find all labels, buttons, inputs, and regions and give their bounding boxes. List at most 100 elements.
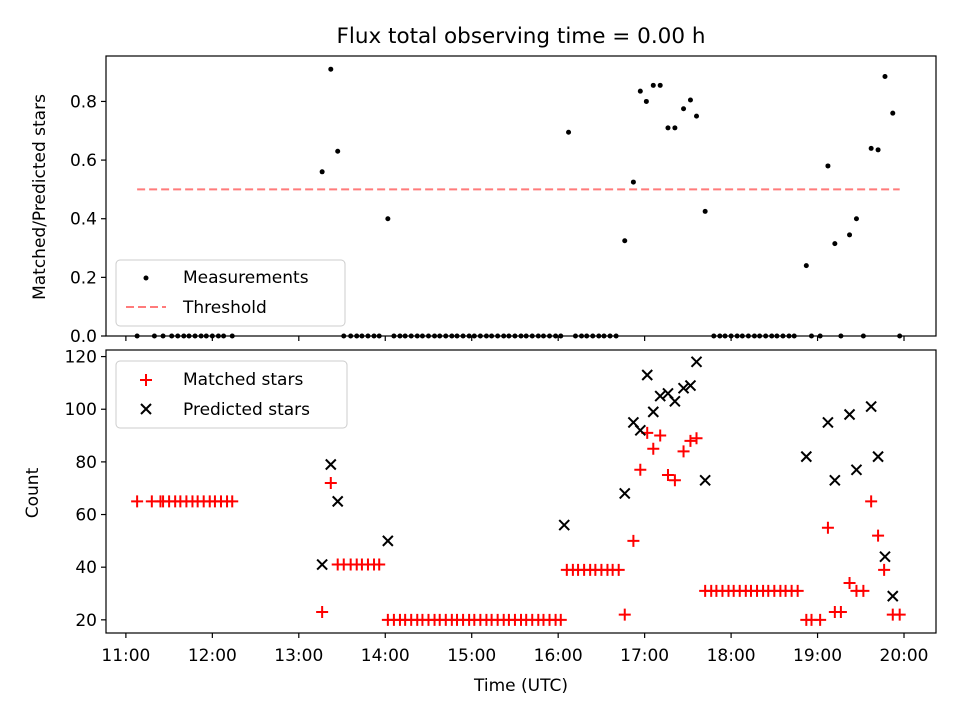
x-axis-label: Time (UTC) — [473, 676, 568, 696]
measurement-point — [637, 88, 643, 94]
matched-star-point — [316, 605, 329, 618]
predicted-star-point — [690, 356, 703, 368]
predicted-star-point — [872, 450, 884, 463]
x-tick-label: 14:00 — [361, 646, 410, 666]
x-tick-label: 17:00 — [620, 646, 669, 666]
x-tick-label: 11:00 — [101, 646, 150, 666]
matched-star-point — [627, 534, 640, 547]
matched-star-point — [878, 563, 891, 576]
measurement-point — [694, 113, 700, 119]
measurement-point — [335, 148, 341, 154]
y-tick-label: 100 — [65, 400, 97, 420]
predicted-star-point — [887, 590, 899, 602]
bottom-plot-area: 20 40 60 80 100 120 11:00 12:00 13:00 14:00 15:00 1… — [65, 348, 929, 666]
predicted-star-point — [850, 464, 863, 476]
predicted-star-point — [647, 406, 659, 418]
predicted-star-point — [843, 408, 856, 421]
matched-star-point — [618, 608, 631, 621]
bottom-y-axis-label: Count — [23, 467, 43, 518]
measurement-point — [650, 82, 656, 88]
matched-star-point — [654, 429, 667, 442]
matched-star-point — [634, 463, 647, 476]
measurement-point — [803, 263, 809, 269]
predicted-star-point — [879, 550, 891, 563]
matched-star-point — [373, 558, 386, 571]
predicted-star-point — [684, 379, 697, 392]
matched-star-point — [324, 476, 337, 489]
measurement-point — [875, 147, 881, 153]
measurement-point — [825, 163, 831, 169]
measurement-point — [702, 208, 708, 214]
legend-measurements-label: Measurements — [183, 268, 309, 288]
predicted-star-point — [654, 390, 666, 402]
y-tick-label: 0.4 — [70, 210, 97, 230]
y-tick-label: 40 — [75, 558, 97, 578]
measurement-point — [672, 125, 678, 131]
matched-star-point — [554, 613, 567, 626]
matched-star-point — [814, 613, 827, 626]
legend-predicted-label: Predicted stars — [183, 400, 310, 420]
matched-star-point — [690, 432, 703, 445]
legend-threshold-label: Threshold — [182, 298, 267, 318]
predicted-star-point — [829, 474, 841, 487]
predicted-star-point — [641, 369, 653, 381]
chart-title: Flux total observing time = 0.00 h — [337, 24, 706, 49]
predicted-star-point — [865, 400, 877, 413]
matched-star-point — [677, 445, 690, 458]
predicted-star-point — [382, 535, 394, 547]
predicted-star-point — [699, 474, 711, 487]
matched-star-point — [893, 608, 906, 621]
top-panel: Flux total observing time = 0.00 h Match… — [30, 24, 937, 347]
measurement-point — [319, 169, 325, 175]
x-tick-label: 15:00 — [447, 646, 496, 666]
measurement-point — [622, 238, 628, 244]
measurement-point — [665, 125, 671, 131]
predicted-star-point — [822, 416, 834, 429]
y-tick-label: 20 — [75, 611, 97, 631]
top-axes-frame — [105, 55, 937, 337]
predicted-star-point — [316, 558, 328, 571]
measurement-point — [657, 82, 663, 88]
matched-star-point — [791, 584, 804, 597]
x-tick-label: 12:00 — [188, 646, 237, 666]
matched-star-point — [684, 434, 697, 447]
matched-star-point — [226, 495, 239, 508]
x-tick-label: 16:00 — [534, 646, 583, 666]
measurement-point — [832, 241, 838, 247]
measurement-point — [882, 74, 888, 80]
measurement-point — [328, 66, 334, 72]
legend-predicted-marker — [140, 403, 152, 415]
x-tick-label: 18:00 — [707, 646, 756, 666]
predicted-star-point — [619, 487, 631, 500]
matched-star-point — [661, 469, 674, 482]
legend-measurements-marker — [143, 275, 149, 281]
x-tick-label: 19:00 — [793, 646, 842, 666]
matched-star-point — [834, 605, 847, 618]
predicted-star-point — [677, 382, 690, 394]
measurement-point — [868, 145, 874, 151]
matched-star-point — [668, 474, 681, 487]
measurement-point — [385, 216, 391, 222]
predicted-star-point — [634, 424, 647, 437]
matched-star-point — [872, 529, 885, 542]
top-legend: Measurements Threshold — [115, 259, 346, 327]
bottom-axes-frame — [105, 349, 937, 634]
measurement-point — [566, 129, 572, 135]
y-tick-label: 0.8 — [70, 92, 97, 112]
matched-star-point — [647, 442, 660, 455]
predicted-star-point — [669, 395, 681, 408]
matched-star-point — [131, 495, 144, 508]
y-tick-label: 120 — [65, 348, 97, 368]
y-tick-label: 0.0 — [70, 327, 97, 347]
legend-matched-marker — [140, 374, 152, 386]
measurement-point — [847, 232, 853, 238]
matched-star-point — [821, 521, 834, 534]
measurement-point — [681, 106, 687, 112]
measurement-point — [687, 97, 693, 103]
measurement-point — [643, 98, 649, 104]
bottom-legend: Matched stars Predicted stars — [115, 360, 348, 429]
measurement-point — [890, 110, 896, 116]
top-legend-box — [115, 259, 346, 327]
y-tick-label: 0.2 — [70, 268, 97, 288]
